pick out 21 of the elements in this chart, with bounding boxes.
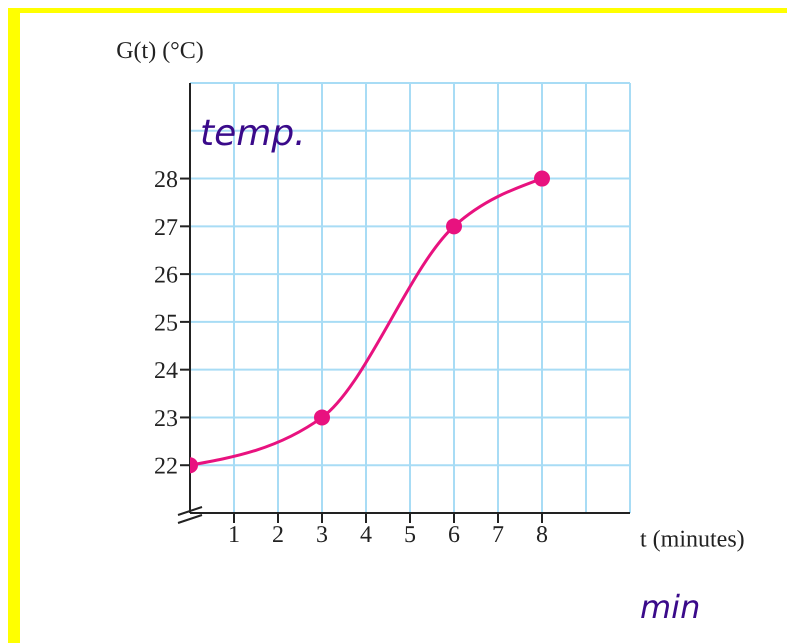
x-tick-label: 7: [492, 522, 504, 548]
x-tick-label: 5: [404, 522, 416, 548]
x-tick-label: 2: [272, 522, 284, 548]
annotation: temp.: [200, 113, 306, 154]
x-tick-label: 3: [316, 522, 328, 548]
point: [534, 170, 550, 187]
y-axis-title: G(t) (°C): [116, 38, 204, 64]
x-axis-title: t (minutes): [640, 526, 745, 553]
y-tick-label: 28: [154, 167, 178, 194]
y-tick-label: 24: [154, 358, 178, 384]
y-tick-label: 25: [154, 310, 178, 336]
text: min: [640, 588, 700, 626]
y-tick-label: 27: [154, 214, 178, 241]
y-tick-label: 22: [154, 454, 178, 480]
y-tick-label: 26: [154, 262, 178, 289]
x-tick-label: 8: [536, 522, 548, 548]
x-tick-label: 4: [360, 522, 372, 548]
y-tick-label: 23: [154, 406, 178, 432]
x-tick-label: 1: [228, 522, 240, 548]
point: [446, 218, 462, 234]
x-tick-label: 6: [448, 522, 460, 548]
